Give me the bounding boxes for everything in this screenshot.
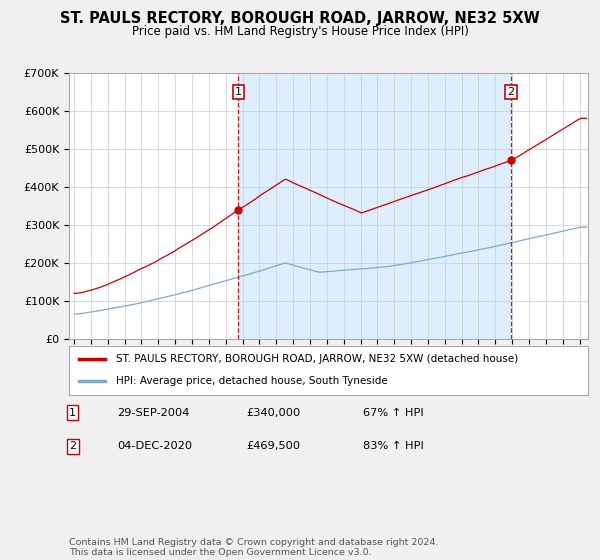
Text: 1: 1	[235, 87, 242, 97]
Bar	[238, 73, 511, 339]
Text: £340,000: £340,000	[246, 408, 300, 418]
Text: ST. PAULS RECTORY, BOROUGH ROAD, JARROW, NE32 5XW: ST. PAULS RECTORY, BOROUGH ROAD, JARROW,…	[60, 11, 540, 26]
Text: 2: 2	[69, 441, 76, 451]
Text: 29-SEP-2004: 29-SEP-2004	[117, 408, 190, 418]
Text: HPI: Average price, detached house, South Tyneside: HPI: Average price, detached house, Sout…	[116, 376, 388, 386]
Text: £469,500: £469,500	[246, 441, 300, 451]
Text: 67% ↑ HPI: 67% ↑ HPI	[363, 408, 424, 418]
Text: Contains HM Land Registry data © Crown copyright and database right 2024.
This d: Contains HM Land Registry data © Crown c…	[69, 538, 439, 557]
Text: ST. PAULS RECTORY, BOROUGH ROAD, JARROW, NE32 5XW (detached house): ST. PAULS RECTORY, BOROUGH ROAD, JARROW,…	[116, 354, 518, 364]
Text: 2: 2	[507, 87, 514, 97]
Text: 1: 1	[69, 408, 76, 418]
Text: 04-DEC-2020: 04-DEC-2020	[117, 441, 192, 451]
Text: 83% ↑ HPI: 83% ↑ HPI	[363, 441, 424, 451]
Text: Price paid vs. HM Land Registry's House Price Index (HPI): Price paid vs. HM Land Registry's House …	[131, 25, 469, 38]
